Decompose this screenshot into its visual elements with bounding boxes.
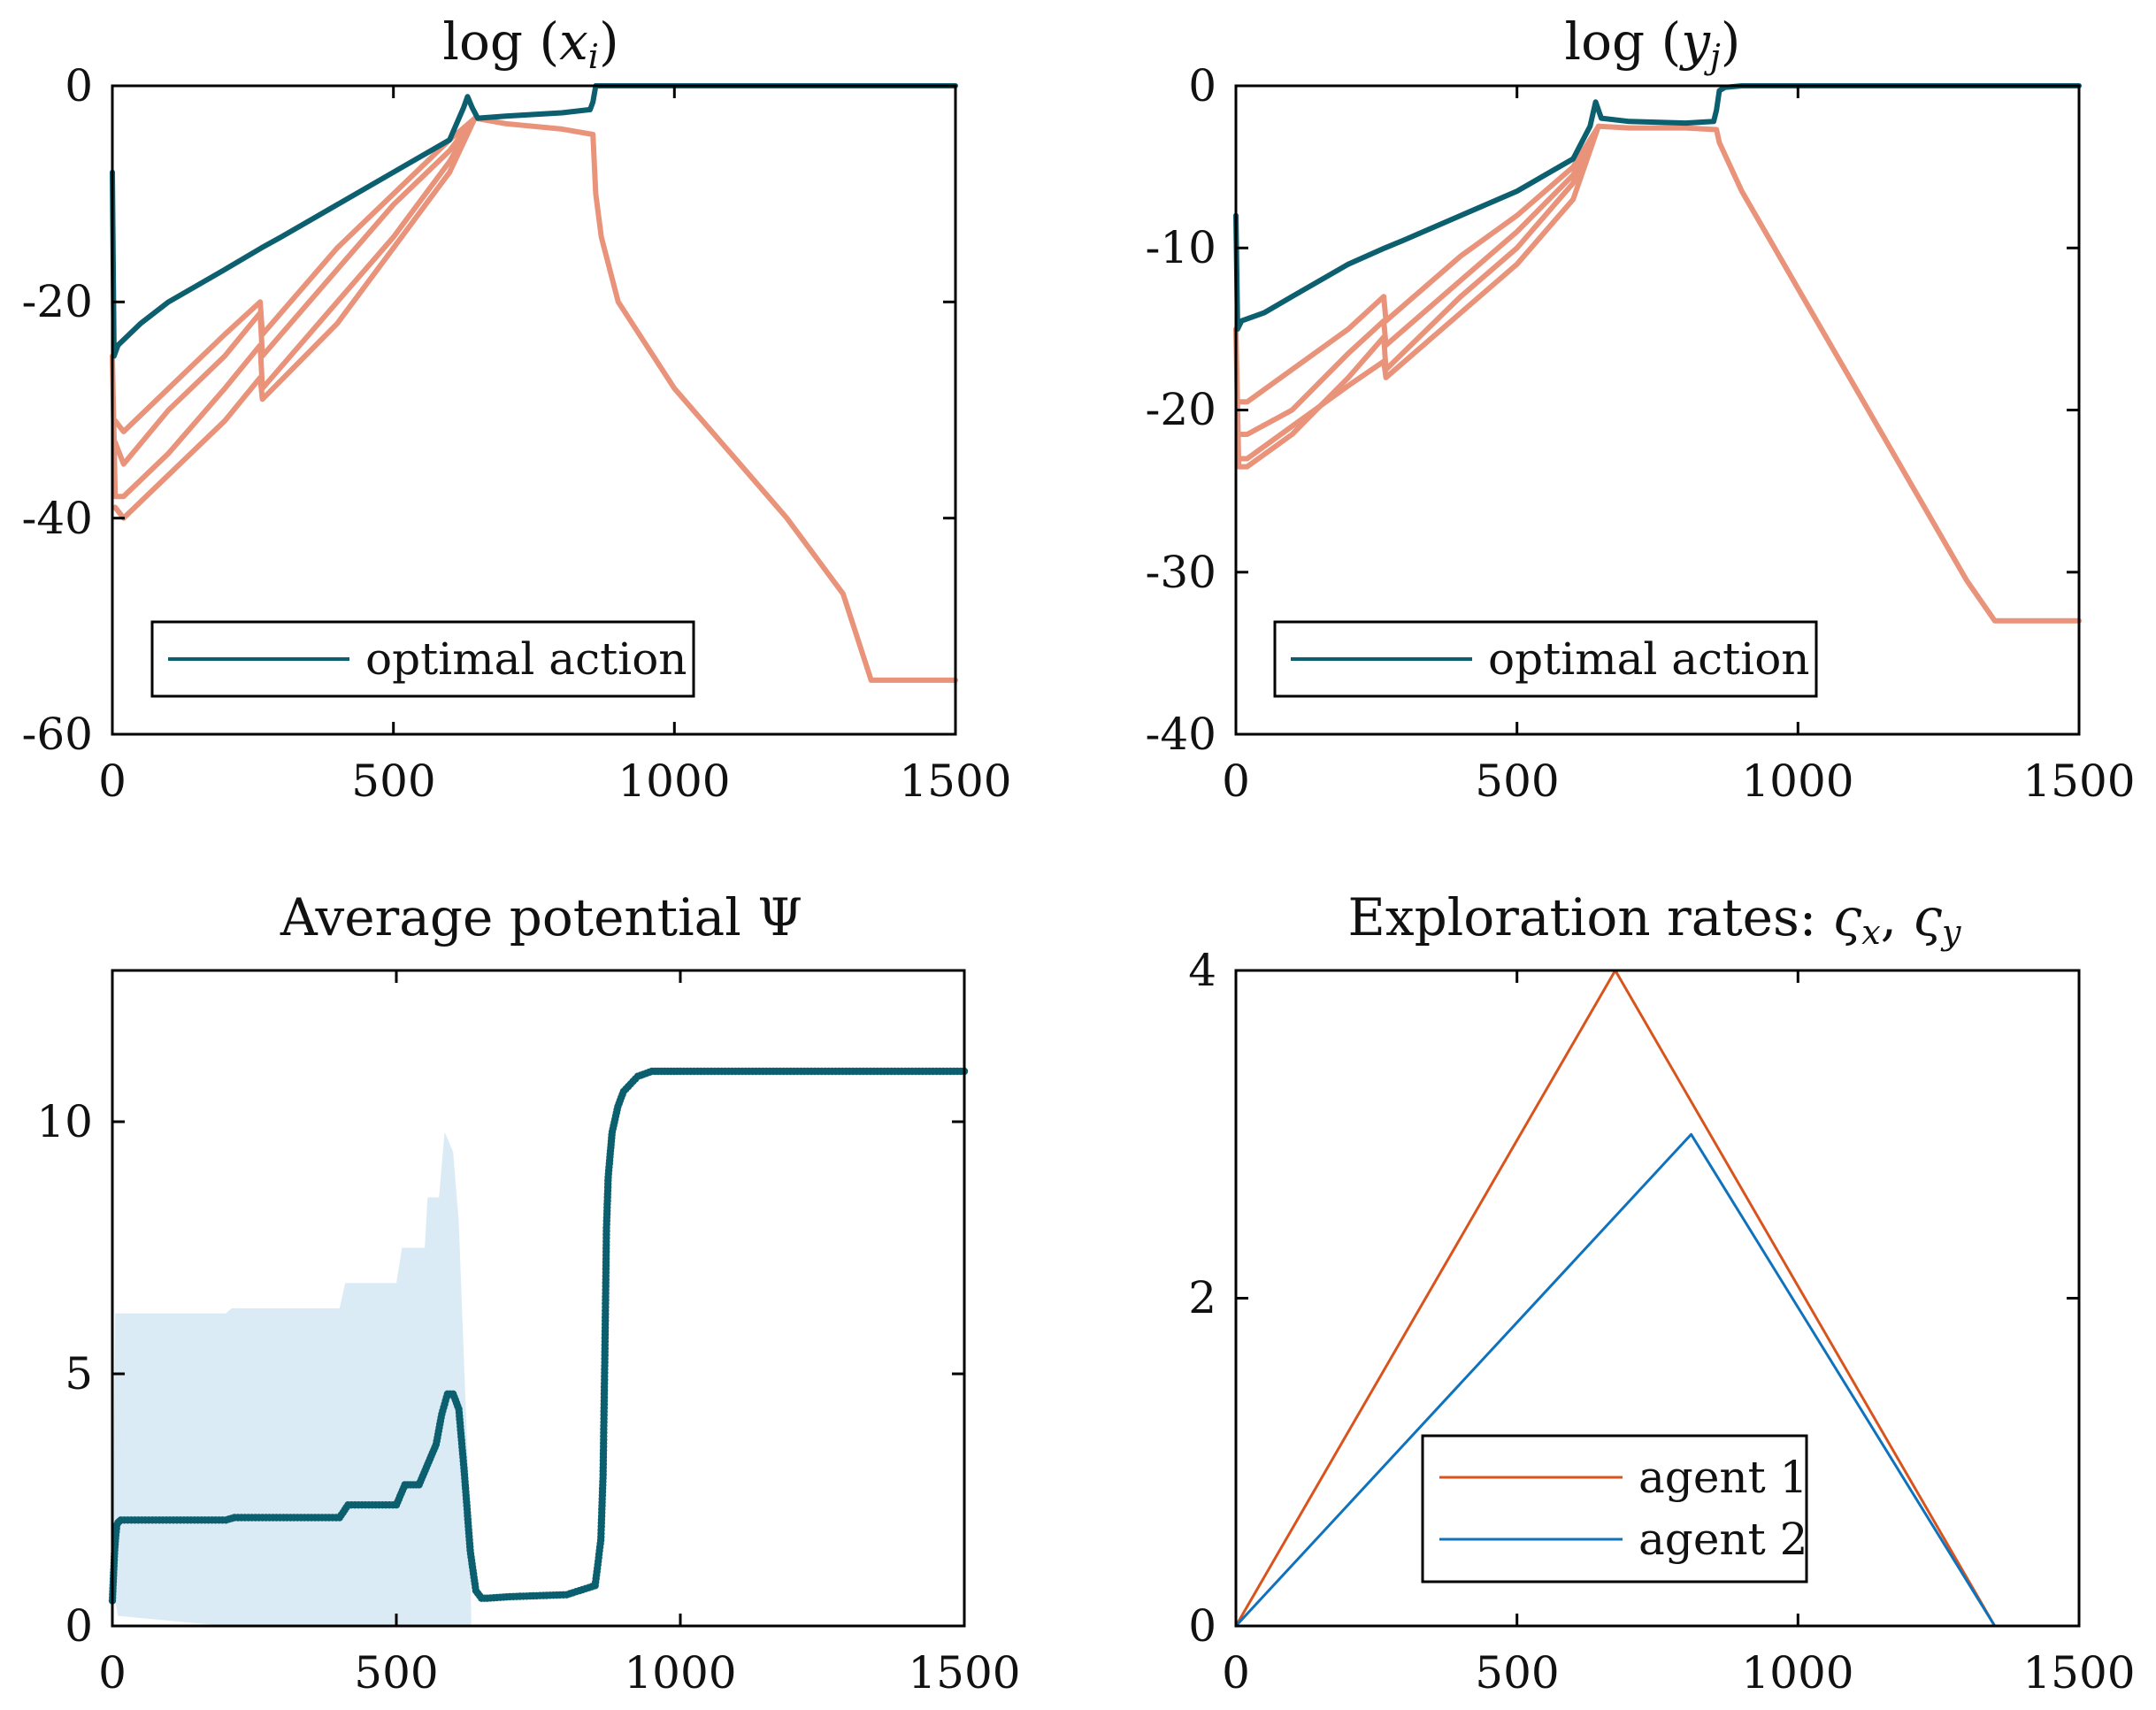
tick-marks [111,84,957,736]
series-optimal-action [1233,83,2082,332]
x-tick-labels: 0 500 1000 1500 [1222,755,2136,807]
y-tick-label: -20 [1145,384,1216,435]
panel-log-x: log (xi) -60 -40 -20 0 0 500 1000 1500 o… [21,12,1011,807]
plot-area [110,83,958,683]
series-other-action [112,115,478,521]
legend: optimal action [150,620,695,698]
x-tick-labels: 0 500 1000 1500 [98,755,1012,807]
legend-box [1421,1434,1808,1583]
legend-label: agent 2 [1638,1514,1807,1565]
x-tick-labels: 0 500 1000 1500 [1222,1647,2136,1698]
y-tick-labels: -60 -40 -20 0 [21,60,93,760]
title-part: i [588,37,599,76]
y-tick-label: -10 [1145,222,1216,273]
title-part: y [1678,12,1711,72]
y-tick-label: -60 [21,709,93,760]
series-average-potential [108,1067,969,1605]
y-tick-label: 0 [1188,1600,1216,1652]
title-part: Average potential Ψ [280,887,802,947]
x-tick-label: 500 [351,755,435,807]
y-tick-labels: 0 5 10 [36,1096,93,1652]
y-tick-labels: 0 2 4 [1188,945,1216,1652]
y-tick-label: -30 [1145,547,1216,598]
title-part: y [1940,913,1961,952]
panel-average-potential: Average potential Ψ 0 5 10 0 500 1000 15… [36,887,1020,1698]
title-part: log ( [442,12,559,72]
x-tick-label: 500 [1475,1647,1559,1698]
x-tick-label: 1500 [908,1647,1020,1698]
legend-label: optimal action [365,633,687,685]
y-tick-label: 2 [1188,1272,1216,1323]
y-tick-label: 0 [1188,60,1216,111]
legend-label: optimal action [1488,633,1810,685]
x-tick-label: 1000 [618,755,730,807]
tick-marks [1234,84,2081,736]
series-other-action [112,115,478,434]
chart-title: Exploration rates: ςx, ςy [1348,887,1961,952]
title-part: Exploration rates: [1348,887,1833,947]
x-tick-label: 1500 [2022,1647,2135,1698]
y-tick-label: 4 [1188,945,1216,996]
title-part: , [1881,887,1914,947]
title-part: log ( [1565,12,1682,72]
title-part: x [559,12,588,72]
legend: agent 1 agent 2 [1421,1434,1808,1583]
legend: optimal action [1273,620,1818,698]
title-part: ) [599,12,619,72]
panel-log-y: log (yj) -40 -30 -20 -10 0 0 500 1000 15… [1145,12,2135,807]
x-tick-label: 1000 [1741,1647,1853,1698]
x-tick-label: 1000 [1741,755,1853,807]
chart-title: log (xi) [442,12,618,76]
title-part: ) [1721,12,1741,72]
tick-marks [1234,969,2081,1628]
x-tick-label: 0 [98,1647,127,1698]
series-other-action [1236,123,1601,462]
x-tick-label: 500 [354,1647,438,1698]
y-tick-label: 0 [65,1600,93,1652]
series-other-action [1236,123,1601,405]
x-tick-label: 0 [1222,1647,1250,1698]
y-tick-label: 5 [65,1348,93,1399]
y-tick-labels: -40 -30 -20 -10 0 [1145,60,1216,760]
x-tick-label: 500 [1475,755,1559,807]
y-tick-label: 0 [65,60,93,111]
axes-box [111,969,966,1628]
chart-title: Average potential Ψ [280,887,802,947]
x-tick-labels: 0 500 1000 1500 [98,1647,1021,1698]
y-tick-label: 10 [36,1096,93,1147]
y-tick-label: -40 [21,493,93,544]
title-part: ς [1914,887,1943,947]
plot-area [108,1067,969,1626]
chart-title: log (yj) [1565,12,1741,76]
title-part: x [1861,913,1880,952]
tick-marks [111,970,966,1628]
legend-label: agent 1 [1638,1452,1807,1503]
title-part: ς [1833,887,1862,947]
plot-area [1233,83,2082,624]
axes-box [111,84,957,736]
y-tick-label: -20 [21,276,93,327]
x-tick-label: 1500 [899,755,1011,807]
x-tick-label: 0 [1222,755,1250,807]
potential-range-band [112,1131,472,1626]
panel-exploration-rates: Exploration rates: ςx, ςy 0 2 4 0 500 10… [1188,887,2135,1698]
y-tick-label: -40 [1145,709,1216,760]
series-other-action [1236,123,1601,437]
series-other-action [110,115,958,683]
x-tick-label: 1500 [2022,755,2135,807]
x-tick-label: 0 [98,755,127,807]
x-tick-label: 1000 [624,1647,736,1698]
